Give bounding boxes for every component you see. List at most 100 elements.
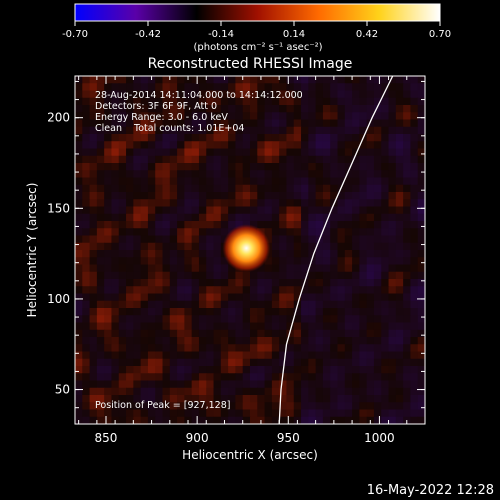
heatmap-cell	[388, 134, 397, 142]
heatmap-cell	[381, 105, 390, 113]
heatmap-cell	[417, 416, 425, 424]
heatmap-cell	[177, 177, 185, 186]
heatmap-cell	[315, 76, 324, 84]
heatmap-cell	[169, 177, 178, 186]
heatmap-cell	[169, 170, 178, 179]
heatmap-cell	[403, 177, 412, 186]
heatmap-cell	[147, 337, 156, 345]
heatmap-cell	[286, 83, 295, 92]
heatmap-cell	[235, 163, 244, 171]
colorbar-unit: (photons cm⁻² s⁻¹ asec⁻²)	[193, 42, 322, 53]
heatmap-cell	[140, 213, 149, 222]
heatmap-cell	[381, 279, 390, 287]
heatmap-cell	[279, 199, 288, 208]
heatmap-cell	[206, 206, 215, 215]
heatmap-cell	[118, 184, 127, 193]
heatmap-cell	[301, 148, 309, 157]
heatmap-cell	[366, 264, 375, 273]
heatmap-cell	[82, 76, 91, 84]
heatmap-cell	[162, 228, 171, 237]
heatmap-cell	[271, 416, 280, 424]
heatmap-cell	[395, 402, 404, 411]
heatmap-cell	[147, 170, 156, 179]
heatmap-cell	[82, 300, 91, 309]
heatmap-cell	[126, 286, 134, 295]
heatmap-cell	[337, 264, 346, 273]
heatmap-cell	[337, 155, 346, 164]
heatmap-cell	[111, 257, 120, 266]
heatmap-cell	[381, 221, 390, 229]
heatmap-cell	[162, 264, 171, 273]
heatmap-cell	[388, 300, 397, 309]
heatmap-cell	[373, 409, 382, 418]
heatmap-cell	[381, 315, 390, 324]
heatmap-cell	[337, 416, 346, 424]
heatmap-cell	[322, 134, 331, 142]
heatmap-cell	[104, 279, 113, 287]
heatmap-cell	[381, 141, 390, 150]
heatmap-cell	[330, 300, 339, 309]
heatmap-cell	[410, 119, 419, 128]
heatmap-cell	[271, 286, 280, 295]
heatmap-cell	[264, 206, 273, 215]
heatmap-cell	[301, 395, 309, 403]
heatmap-cell	[293, 221, 302, 229]
heatmap-cell	[133, 213, 142, 222]
heatmap-cell	[337, 257, 346, 266]
heatmap-cell	[315, 155, 324, 164]
heatmap-cell	[96, 337, 105, 345]
heatmap-cell	[279, 351, 288, 360]
heatmap-cell	[206, 250, 215, 258]
heatmap-cell	[279, 279, 288, 287]
heatmap-cell	[301, 184, 309, 193]
heatmap-cell	[308, 293, 317, 302]
heatmap-cell	[395, 199, 404, 208]
heatmap-cell	[242, 373, 251, 382]
heatmap-cell	[352, 163, 360, 171]
heatmap-cell	[301, 373, 309, 382]
heatmap-cell	[257, 279, 266, 287]
heatmap-cell	[417, 358, 425, 367]
heatmap-cell	[169, 366, 178, 374]
heatmap-cell	[315, 257, 324, 266]
heatmap-cell	[250, 416, 258, 424]
heatmap-cell	[395, 141, 404, 150]
heatmap-cell	[228, 402, 237, 411]
heatmap-cell	[82, 170, 91, 179]
heatmap-cell	[373, 141, 382, 150]
heatmap-cell	[359, 97, 368, 106]
heatmap-cell	[220, 366, 229, 374]
heatmap-cell	[257, 344, 266, 353]
heatmap-cell	[89, 90, 98, 99]
heatmap-cell	[155, 264, 164, 273]
heatmap-cell	[352, 177, 360, 186]
heatmap-cell	[308, 380, 317, 389]
heatmap-cell	[82, 257, 91, 266]
heatmap-cell	[133, 279, 142, 287]
heatmap-cell	[96, 250, 105, 258]
heatmap-cell	[235, 221, 244, 229]
heatmap-cell	[75, 250, 83, 258]
heatmap-cell	[417, 402, 425, 411]
heatmap-cell	[220, 90, 229, 99]
heatmap-cell	[359, 293, 368, 302]
heatmap-cell	[133, 83, 142, 92]
heatmap-cell	[155, 83, 164, 92]
heatmap-cell	[366, 337, 375, 345]
heatmap-cell	[330, 329, 339, 338]
heatmap-cell	[395, 184, 404, 193]
heatmap-cell	[250, 105, 258, 113]
heatmap-cell	[169, 83, 178, 92]
heatmap-cell	[322, 148, 331, 157]
heatmap-cell	[388, 192, 397, 200]
heatmap-cell	[308, 409, 317, 418]
heatmap-cell	[279, 126, 288, 135]
heatmap-cell	[184, 308, 193, 316]
heatmap-cell	[388, 286, 397, 295]
heatmap-cell	[162, 387, 171, 396]
heatmap-cell	[271, 344, 280, 353]
heatmap-cell	[301, 228, 309, 237]
y-tick-label: 50	[55, 383, 70, 397]
heatmap-cell	[133, 257, 142, 266]
heatmap-cell	[242, 337, 251, 345]
